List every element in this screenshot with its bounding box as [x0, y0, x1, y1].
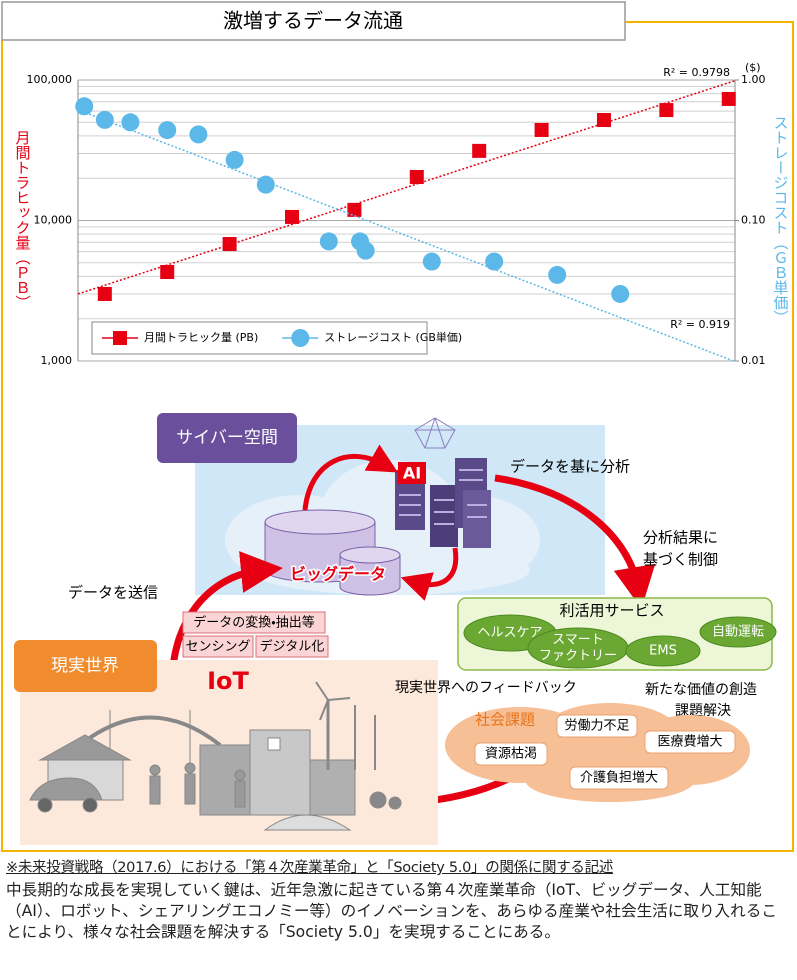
service-item: ファクトリー	[539, 649, 617, 664]
y-axis-label: 月間トラヒック量（ＰＢ）	[14, 130, 32, 310]
frame	[1, 21, 794, 852]
ai-box	[398, 462, 426, 484]
figure: 激増するデータ流通 1,000 10,000 100,000 0.01 0.10 1.00…	[1, 1, 794, 852]
big-data-label: ビッグデータ	[290, 565, 386, 584]
point	[319, 232, 338, 251]
service-item: スマート	[552, 633, 604, 648]
city-illustration	[29, 681, 402, 831]
cyber-label-box	[157, 413, 297, 463]
point	[160, 264, 175, 279]
iot-function-boxes	[182, 611, 329, 658]
iot-label: IoT	[207, 667, 249, 695]
chart: 1,000 10,000 100,000 0.01 0.10 1.00($) 月間トラヒック…	[14, 61, 790, 367]
point	[225, 150, 244, 169]
source-note: ※未来投資戦略（2017.6）における「第４次産業革命」と「Society 5.…	[6, 860, 614, 876]
issue-boxes	[474, 714, 736, 790]
legend-label: ストレージコスト (GB単価)	[324, 330, 462, 344]
legend-label: 月間トラヒック量 (PB)	[144, 331, 258, 344]
iot-function: センシング	[185, 640, 250, 655]
body-text: 中長期的な成長を実現していく鍵は、近年急激に起きている第４次産業革命（IoT、ビ…	[6, 881, 777, 941]
cyber-label: サイバー空間	[176, 428, 278, 448]
r2-annotation: R² = 0.9798	[663, 66, 730, 79]
point	[611, 284, 630, 303]
r2-annotation: R² = 0.919	[670, 318, 730, 331]
point	[75, 97, 94, 116]
trendline	[77, 109, 736, 363]
send-label: データを送信	[68, 584, 158, 602]
y2-tick-label: 0.01	[741, 354, 766, 367]
y2-unit: ($)	[745, 61, 761, 74]
point	[356, 241, 375, 260]
issue: 労働力不足	[564, 719, 629, 734]
control-label: 分析結果に	[643, 529, 718, 547]
service-item: 自動運転	[712, 625, 764, 640]
issue: 資源枯渇	[485, 746, 537, 762]
point	[659, 103, 674, 118]
analysis-label: データを基に分析	[510, 458, 630, 476]
iot-function: デジタル化	[260, 639, 325, 655]
value-label: 新たな価値の創造	[645, 682, 757, 698]
feedback-label: 現実世界へのフィードバック	[395, 680, 577, 696]
point	[222, 237, 237, 252]
services-title: 利活用サービス	[559, 602, 664, 620]
point	[285, 209, 300, 224]
control-label: 基づく制御	[643, 551, 718, 569]
iot-function: データの変換・抽出等	[193, 615, 314, 631]
point	[121, 113, 140, 132]
issue: 介護負担増大	[580, 771, 658, 786]
point	[596, 113, 611, 128]
ai-label: AI	[403, 464, 421, 483]
point	[485, 252, 504, 271]
legend-marker	[291, 329, 310, 347]
issues-title: 社会課題	[475, 711, 535, 729]
title-box	[1, 1, 626, 41]
legend-marker	[113, 331, 127, 345]
point	[534, 122, 549, 137]
issue: 医療費増大	[657, 735, 722, 750]
database	[264, 509, 401, 596]
point	[97, 286, 112, 301]
real-label: 現実世界	[51, 656, 119, 676]
point	[347, 202, 362, 217]
y2-tick-label: 0.10	[741, 214, 766, 227]
point	[422, 252, 441, 271]
point	[472, 143, 487, 158]
value-label: 課題解決	[675, 703, 731, 719]
title: 激増するデータ流通	[223, 9, 403, 33]
y2-tick-label: 1.00	[741, 73, 766, 86]
legend-box	[91, 321, 428, 355]
point	[409, 169, 424, 184]
point	[721, 91, 736, 106]
y-tick-label: 10,000	[34, 214, 73, 227]
point	[189, 125, 208, 144]
y-tick-label: 1,000	[41, 354, 73, 367]
y2-axis-label: ストレージコスト（ＧＢ単価）	[772, 115, 790, 325]
y-tick-label: 100,000	[27, 73, 73, 86]
trendline	[77, 79, 736, 295]
point	[548, 265, 567, 284]
service-item: ヘルスケア	[477, 626, 542, 641]
point	[256, 175, 275, 194]
service-items	[463, 614, 777, 669]
service-item: EMS	[649, 644, 677, 659]
point	[158, 121, 177, 140]
point	[95, 110, 114, 129]
real-label-box	[14, 640, 157, 692]
